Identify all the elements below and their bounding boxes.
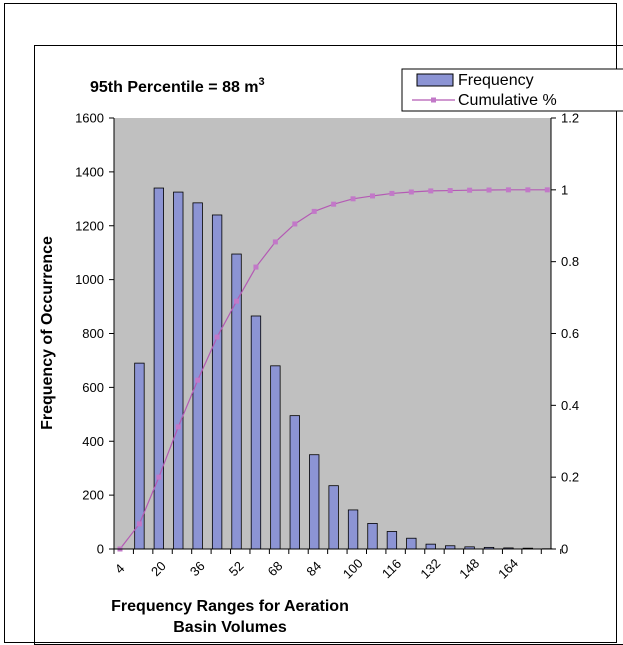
cumulative-point [448,188,453,193]
cumulative-point [370,193,375,198]
x-tick-label: 4 [112,561,128,577]
cumulative-point [292,221,297,226]
frequency-bar [212,215,222,549]
frequency-bar [329,486,339,549]
cumulative-point [176,424,181,429]
chart-title-superscript: 3 [259,76,265,88]
cumulative-point [467,188,472,193]
frequency-bar [368,523,378,549]
frequency-bar [407,538,417,549]
x-tick-label: 100 [340,556,366,582]
frequency-bar [426,544,436,549]
cumulative-point [234,299,239,304]
x-tick-label: 132 [417,556,443,582]
cumulative-point [487,188,492,193]
y-tick-label: 200 [82,488,104,503]
x-tick-label: 36 [187,558,208,579]
cumulative-point [409,189,414,194]
frequency-bar [271,366,281,549]
y-tick-label: 800 [82,326,104,341]
x-tick-label: 164 [495,556,521,582]
y-tick-label: 1600 [75,111,104,126]
cumulative-point [215,335,220,340]
cumulative-point [273,239,278,244]
frequency-bar [232,254,242,549]
y-tick-label: 0 [97,542,104,557]
legend-frequency-label: Frequency [458,72,534,89]
y2-tick-label: 1.2 [561,111,579,126]
x-tick-label: 116 [379,556,404,581]
cumulative-point [389,191,394,196]
frequency-bar [290,416,300,549]
frequency-bar [193,203,203,549]
cumulative-point [545,187,550,192]
y2-tick-label: 0.8 [561,254,579,269]
frequency-bar [154,188,164,549]
y2-tick-label: 0.6 [561,326,579,341]
cumulative-point [137,521,142,526]
frequency-bar [387,531,397,549]
cumulative-point [195,378,200,383]
cumulative-point [525,187,530,192]
cumulative-point [331,202,336,207]
cumulative-point [312,209,317,214]
legend-cumulative-marker [431,98,436,103]
y2-tick-label: 0.4 [561,398,579,413]
chart-title: 95th Percentile = 88 m3 [90,76,265,96]
x-tick-label: 20 [148,558,169,579]
x-tick-label: 52 [226,558,247,579]
x-axis-label-line1: Frequency Ranges for Aeration [111,598,349,615]
x-axis-label-line2: Basin Volumes [173,619,287,636]
y-tick-label: 1400 [75,164,104,179]
y-tick-label: 1200 [75,218,104,233]
y-tick-label: 400 [82,434,104,449]
y2-tick-label: 1 [561,182,568,197]
frequency-bar [174,192,184,549]
frequency-bar [135,363,145,549]
chart-title-text: 95th Percentile = 88 m [90,79,259,96]
y2-tick-label: 0 [561,542,568,557]
cumulative-point [428,188,433,193]
x-tick-label: 148 [456,556,482,582]
legend-frequency-swatch [417,74,453,86]
cumulative-point [156,475,161,480]
x-tick-label: 68 [265,558,286,579]
y-axis-label: Frequency of Occurrence [39,236,56,430]
cumulative-point [351,196,356,201]
frequency-bar [309,455,319,549]
x-tick-label: 84 [303,558,324,579]
cumulative-point [506,187,511,192]
legend-cumulative-label: Cumulative % [458,92,557,109]
frequency-bar [251,316,261,549]
legend: Frequency Cumulative % [402,69,623,111]
y-tick-label: 1000 [75,272,104,287]
frequency-bar [348,510,358,549]
y-tick-label: 600 [82,380,104,395]
cumulative-point [253,265,258,270]
y2-tick-label: 0.2 [561,470,579,485]
